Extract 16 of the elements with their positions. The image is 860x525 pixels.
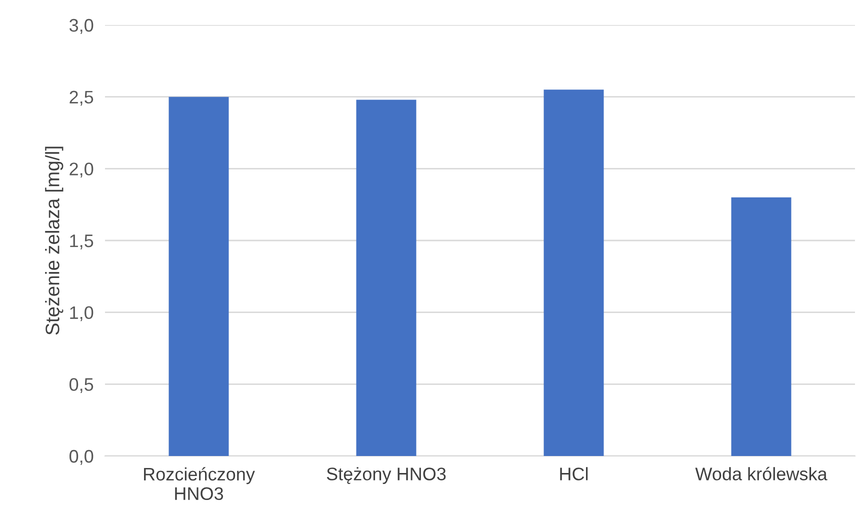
bar (731, 197, 792, 456)
y-tick-label: 1,0 (70, 306, 94, 322)
bar (356, 100, 416, 456)
y-axis-title: Stężenie żelaza [mg/l] (45, 146, 64, 335)
y-tick-label: 2,0 (70, 162, 94, 178)
x-tick-label: Rozcieńczony HNO3 (144, 467, 255, 500)
x-tick-label: HCl (560, 467, 588, 480)
y-tick-label: 0,0 (69, 450, 94, 465)
x-tick-label: Woda królewska (695, 466, 828, 480)
bar (544, 90, 604, 456)
y-tick-label: 3,0 (69, 18, 94, 34)
y-tick-label: 2,5 (70, 90, 94, 106)
bar (168, 96, 229, 456)
x-tick-label: Stężony HNO3 (326, 467, 446, 484)
y-tick-label: 0,5 (69, 378, 94, 394)
y-tick-label: 1,5 (70, 234, 94, 250)
